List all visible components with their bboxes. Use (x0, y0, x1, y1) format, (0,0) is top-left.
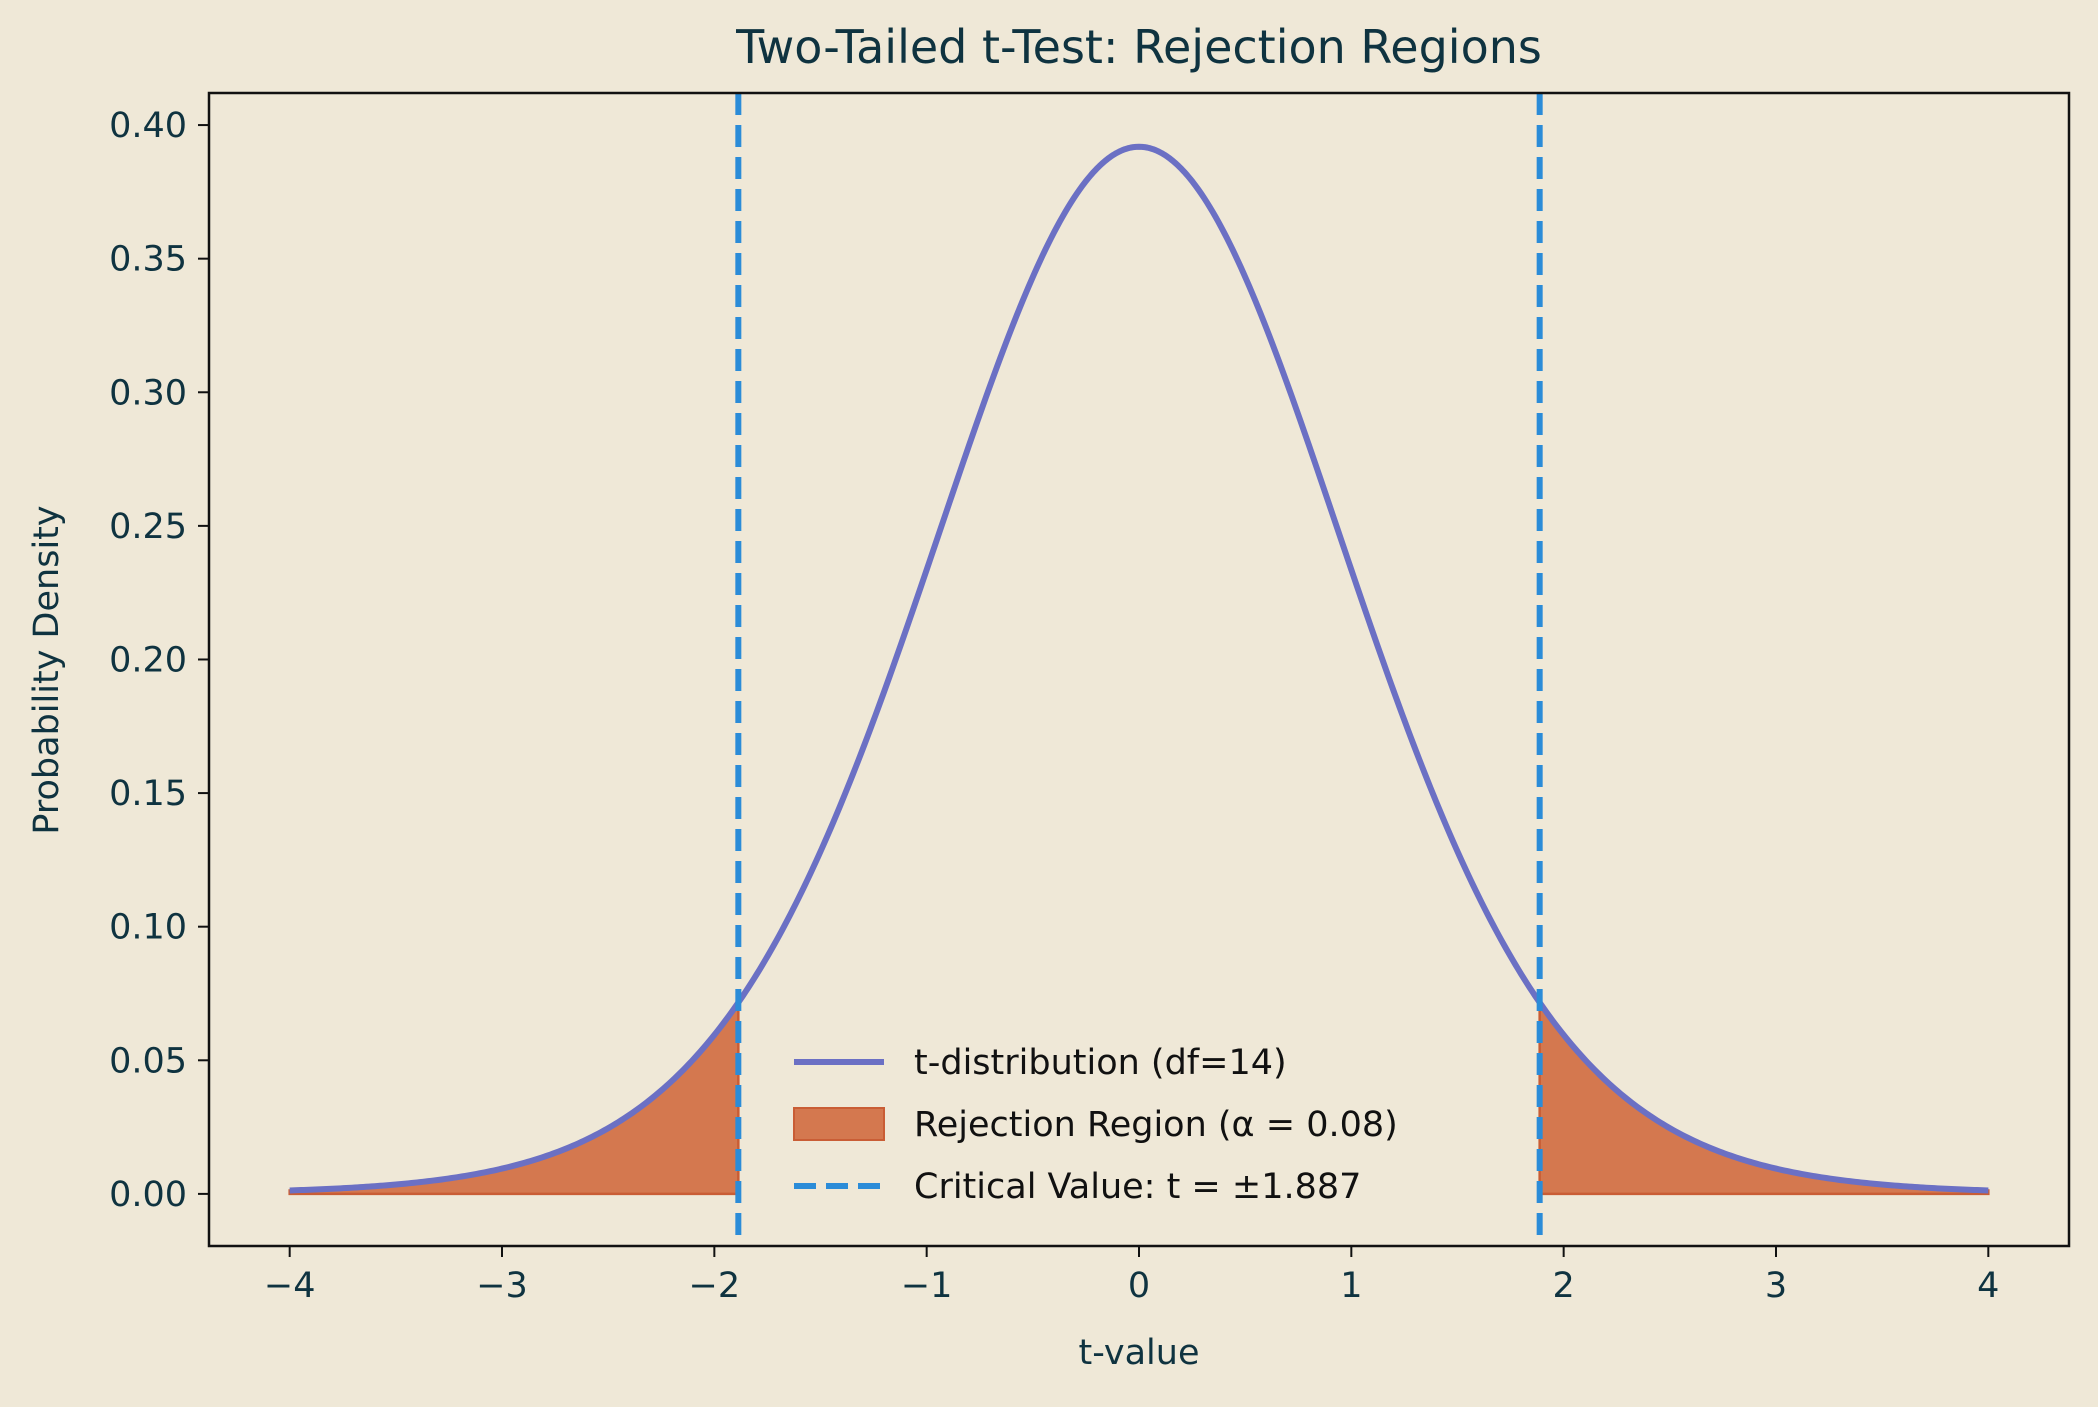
x-tick-label: −3 (476, 1266, 528, 1306)
legend: t-distribution (df=14) Rejection Region … (793, 1043, 1398, 1207)
y-tick-label: 0.25 (109, 507, 187, 547)
y-tick-label: 0.15 (109, 774, 187, 814)
y-tick-label: 0.35 (109, 240, 187, 280)
x-tick-label: 0 (1128, 1266, 1150, 1306)
legend-swatch-rejection-region (793, 1107, 885, 1141)
y-tick-label: 0.05 (109, 1041, 187, 1081)
critical-value-layer (735, 93, 1543, 1246)
x-tick-label: −4 (264, 1266, 316, 1306)
t-distribution-layer (289, 143, 1989, 1194)
plot-area (209, 93, 2069, 1246)
x-tick-label: 3 (1765, 1266, 1787, 1306)
x-tick-label: 4 (1977, 1266, 1999, 1306)
legend-label-critical-value: Critical Value: t = ±1.887 (914, 1167, 1361, 1207)
y-axis-ticks: 0.00 0.05 0.10 0.15 0.20 0.25 0.30 0.35 0.40 (109, 106, 209, 1215)
y-tick-label: 0.40 (109, 106, 187, 146)
y-tick-label: 0.30 (109, 373, 187, 413)
x-tick-label: 1 (1340, 1266, 1362, 1306)
chart-title: Two-Tailed t-Test: Rejection Regions (735, 20, 1542, 74)
y-tick-label: 0.20 (109, 640, 187, 680)
y-tick-label: 0.00 (109, 1175, 187, 1215)
y-axis-label: Probability Density (27, 505, 67, 834)
legend-label-t-distribution: t-distribution (df=14) (914, 1043, 1287, 1083)
t-distribution-curve (289, 143, 1989, 1194)
x-tick-label: 2 (1553, 1266, 1575, 1306)
x-tick-label: −1 (901, 1266, 953, 1306)
x-axis-ticks: −4 −3 −2 −1 0 1 2 3 4 (264, 1246, 1999, 1306)
x-axis-label: t-value (1078, 1333, 1199, 1373)
y-tick-label: 0.10 (109, 908, 187, 948)
x-tick-label: −2 (689, 1266, 741, 1306)
legend-label-rejection-region: Rejection Region (α = 0.08) (914, 1105, 1398, 1145)
